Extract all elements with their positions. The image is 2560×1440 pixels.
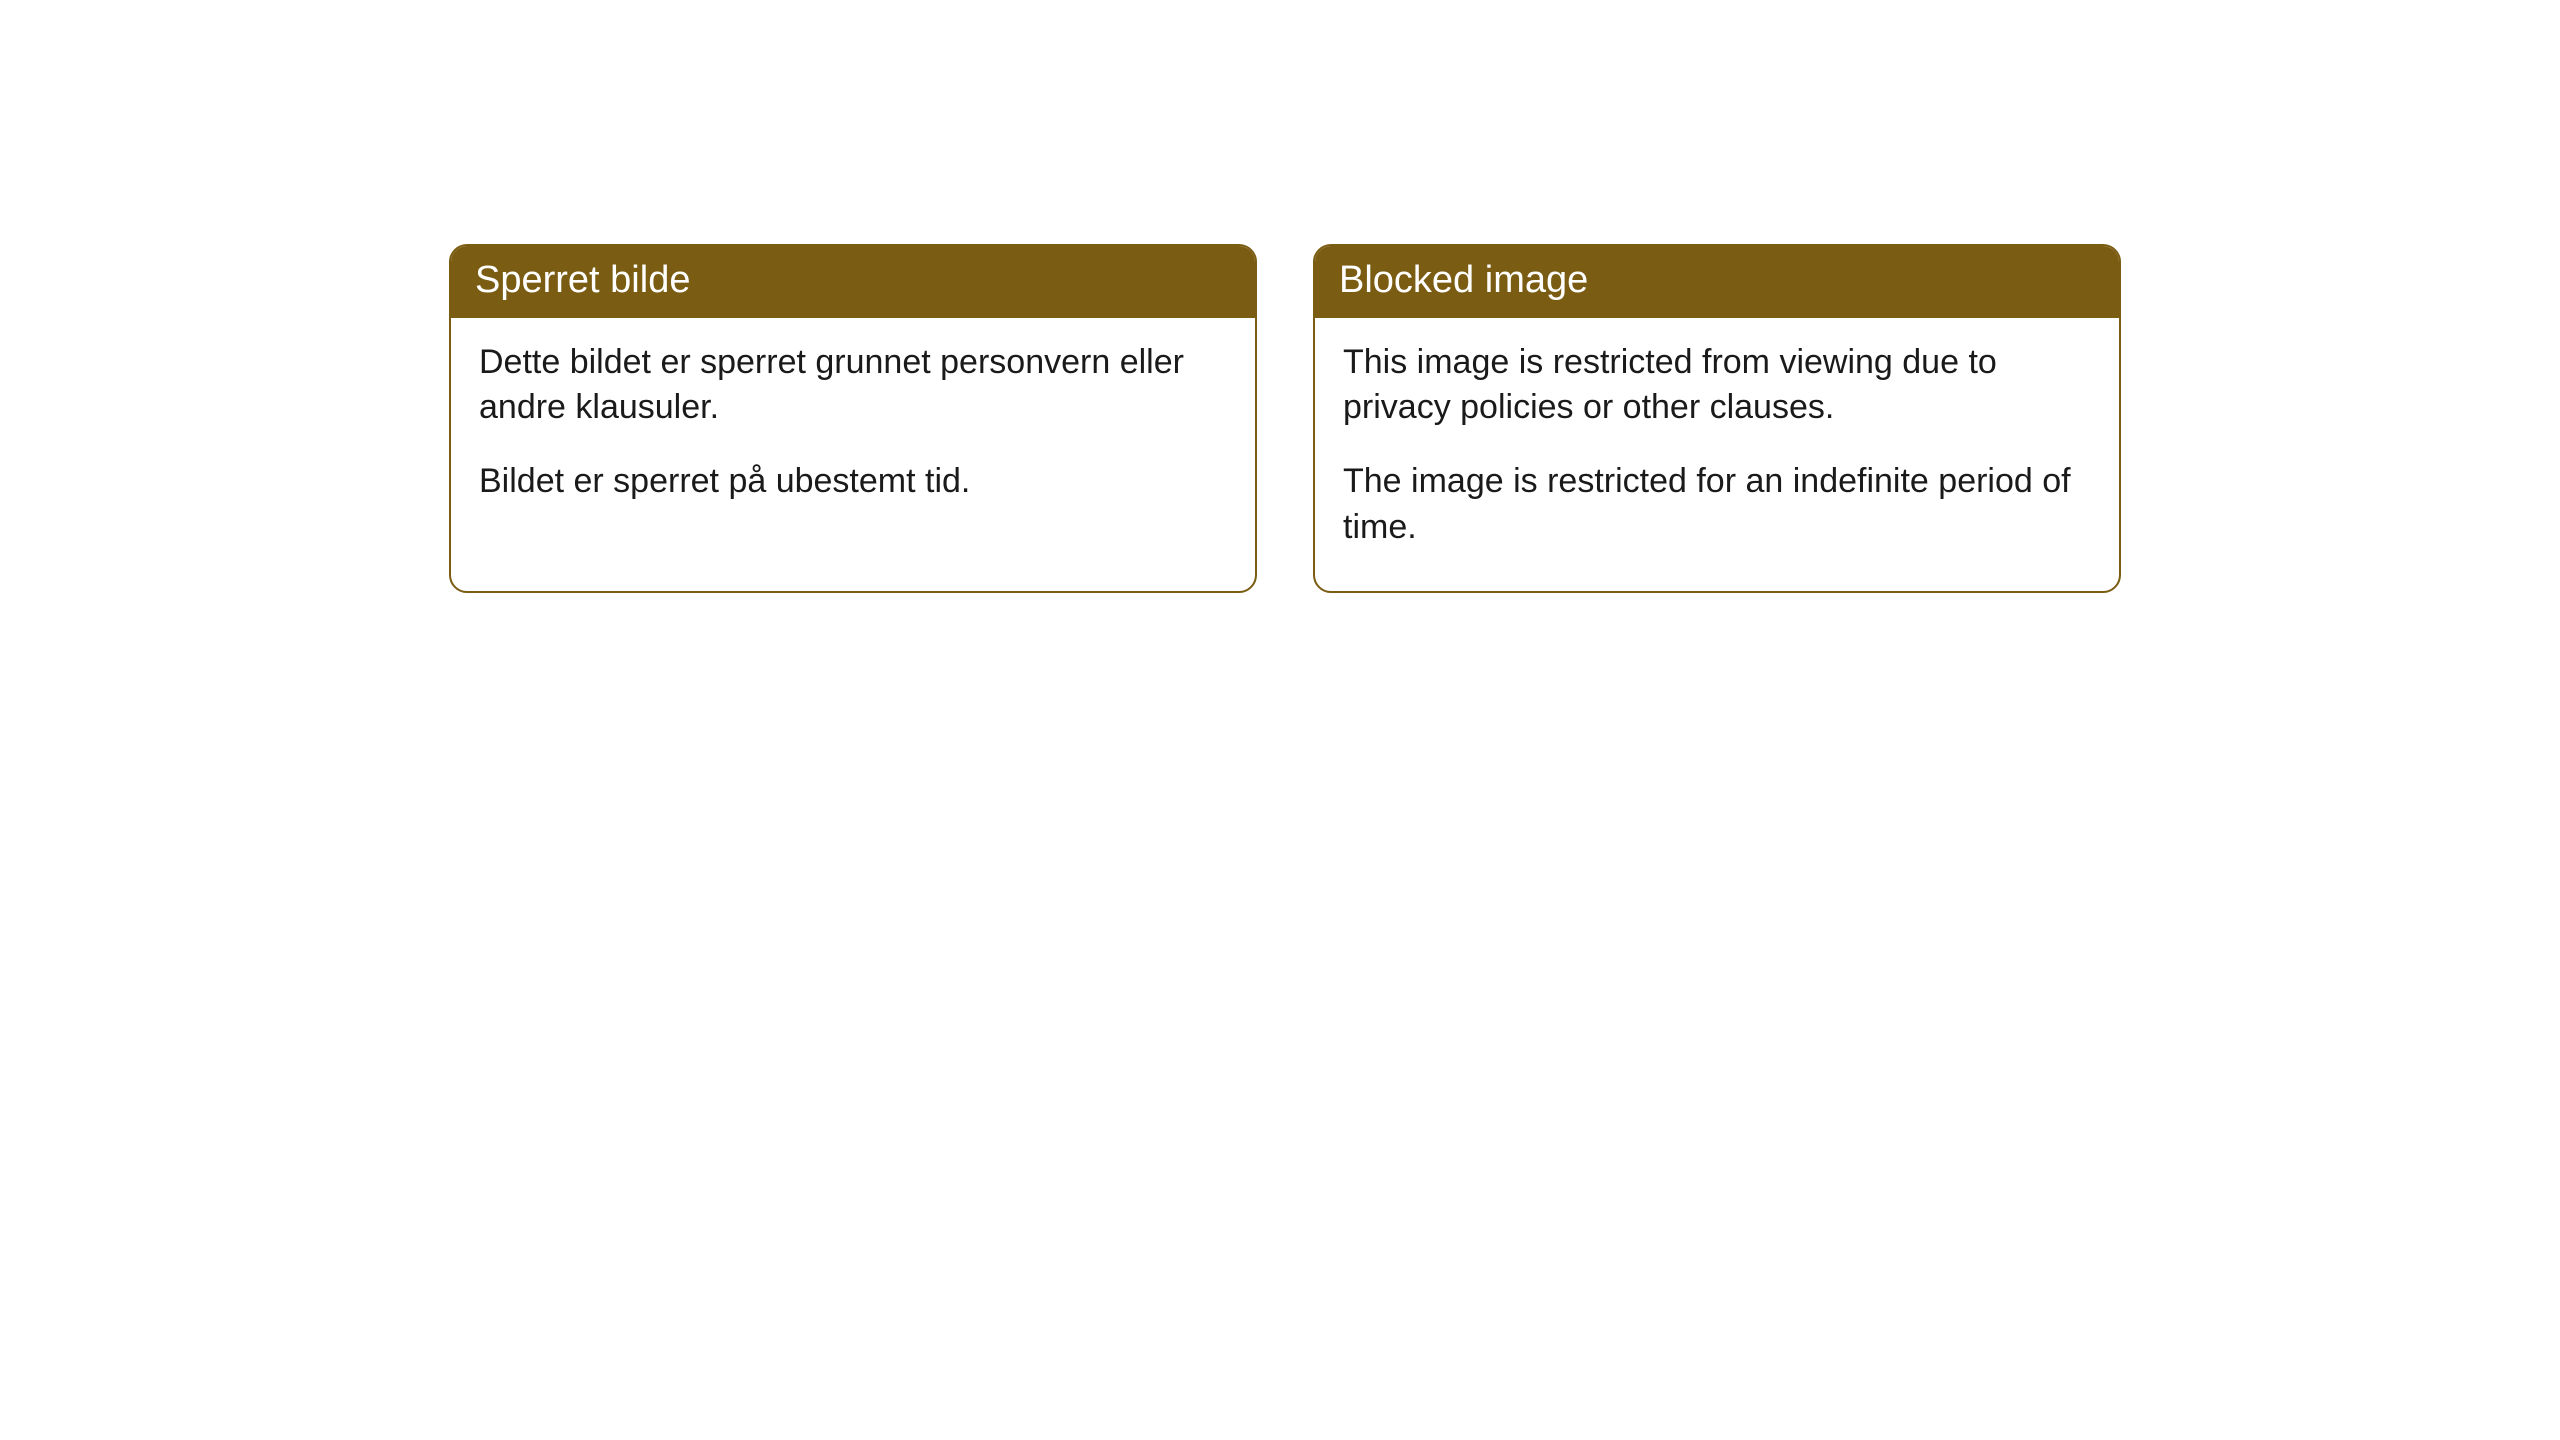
- card-body-en: This image is restricted from viewing du…: [1315, 318, 2119, 592]
- card-header-no: Sperret bilde: [451, 246, 1255, 318]
- card-paragraph-1-no: Dette bildet er sperret grunnet personve…: [479, 340, 1227, 432]
- blocked-image-card-no: Sperret bilde Dette bildet er sperret gr…: [449, 244, 1257, 593]
- card-header-en: Blocked image: [1315, 246, 2119, 318]
- card-paragraph-1-en: This image is restricted from viewing du…: [1343, 340, 2091, 432]
- notice-container: Sperret bilde Dette bildet er sperret gr…: [449, 244, 2121, 593]
- card-paragraph-2-en: The image is restricted for an indefinit…: [1343, 459, 2091, 551]
- card-body-no: Dette bildet er sperret grunnet personve…: [451, 318, 1255, 546]
- blocked-image-card-en: Blocked image This image is restricted f…: [1313, 244, 2121, 593]
- card-paragraph-2-no: Bildet er sperret på ubestemt tid.: [479, 459, 1227, 505]
